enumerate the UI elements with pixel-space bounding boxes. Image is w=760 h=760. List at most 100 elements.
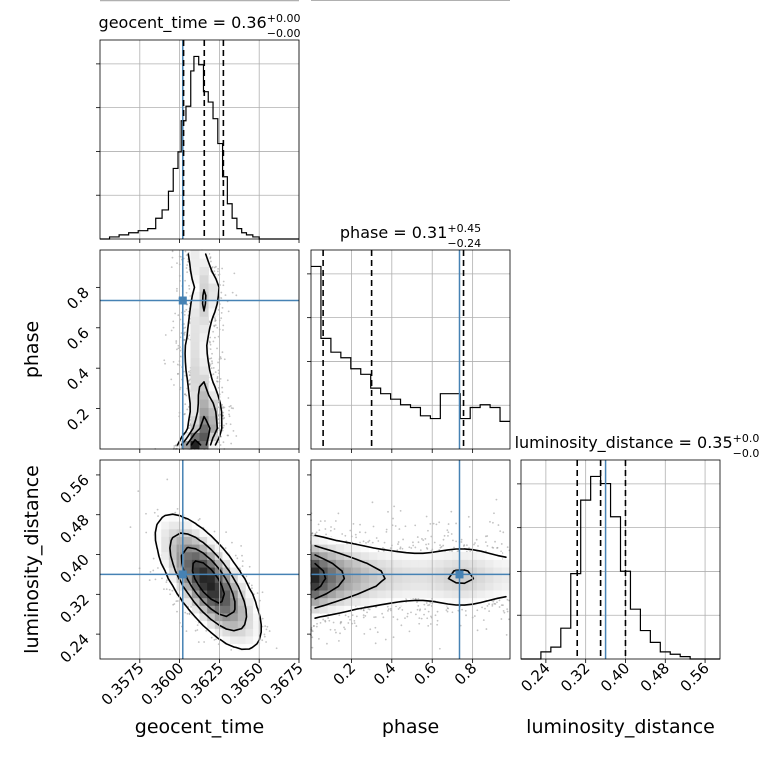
density-panel-phase-vs-luminosity_distance-sample-point — [316, 622, 318, 625]
density-panel-geocent_time-vs-luminosity_distance-sample-point — [215, 638, 217, 641]
density-panel-phase-vs-luminosity_distance-sample-point — [468, 525, 471, 528]
density-panel-phase-vs-luminosity_distance-sample-point — [375, 537, 378, 539]
density-panel-geocent_time-vs-luminosity_distance-sample-point — [261, 617, 264, 620]
density-panel-geocent_time-vs-phase-density-cell — [199, 366, 209, 375]
ytick-label-luminosity_distance: 0.32 — [56, 590, 92, 626]
density-panel-geocent_time-vs-luminosity_distance-sample-point — [234, 554, 237, 557]
density-panel-phase-vs-luminosity_distance-density-cell — [360, 551, 370, 560]
density-panel-geocent_time-vs-luminosity_distance-sample-point — [256, 592, 259, 594]
density-panel-geocent_time-vs-phase-sample-point — [214, 318, 216, 320]
density-panel-phase-vs-luminosity_distance-sample-point — [494, 540, 496, 543]
density-panel-geocent_time-vs-phase-sample-point — [227, 397, 230, 399]
density-panel-geocent_time-vs-phase-density-cell — [199, 332, 209, 342]
density-panel-geocent_time-vs-phase-sample-point — [221, 429, 224, 432]
density-panel-phase-vs-luminosity_distance-sample-point — [359, 523, 361, 526]
density-panel-geocent_time-vs-luminosity_distance-sample-point — [239, 567, 241, 570]
density-panel-geocent_time-vs-phase-sample-point — [188, 383, 191, 386]
density-panel-geocent_time-vs-phase-sample-point — [184, 403, 187, 406]
density-panel-phase-vs-luminosity_distance-sample-point — [497, 524, 500, 526]
density-panel-phase-vs-luminosity_distance-density-cell — [435, 574, 445, 583]
density-panel-geocent_time-vs-phase-sample-point — [185, 394, 188, 397]
density-panel-phase-vs-luminosity_distance-density-cell — [460, 590, 469, 599]
density-panel-geocent_time-vs-phase-sample-point — [225, 422, 228, 425]
density-panel-phase-vs-luminosity_distance-sample-point — [460, 541, 463, 543]
density-panel-phase-vs-luminosity_distance-sample-point — [502, 610, 505, 612]
density-panel-geocent_time-vs-phase-sample-point — [211, 360, 213, 363]
density-panel-phase-vs-luminosity_distance-sample-point — [330, 526, 332, 528]
density-panel-phase-vs-luminosity_distance-sample-point — [420, 617, 423, 620]
density-panel-geocent_time-vs-luminosity_distance-sample-point — [241, 560, 244, 563]
xtick-label-phase: 0.2 — [330, 659, 360, 689]
density-panel-geocent_time-vs-luminosity_distance-sample-point — [240, 545, 243, 547]
density-panel-geocent_time-vs-luminosity_distance-sample-point — [188, 612, 191, 615]
density-panel-phase-vs-luminosity_distance-sample-point — [315, 531, 318, 534]
density-panel-geocent_time-vs-phase-sample-point — [183, 333, 186, 336]
density-panel-phase-vs-luminosity_distance-sample-point — [319, 520, 322, 523]
density-panel-phase-vs-luminosity_distance-sample-point — [425, 543, 427, 546]
density-panel-geocent_time-vs-luminosity_distance-sample-point — [245, 575, 248, 578]
density-panel-geocent_time-vs-phase-density-cell — [190, 274, 200, 284]
density-panel-phase-vs-luminosity_distance-sample-point — [355, 536, 357, 539]
density-panel-phase-vs-luminosity_distance-sample-point — [450, 533, 453, 535]
density-panel-geocent_time-vs-luminosity_distance-sample-point — [265, 641, 267, 643]
density-panel-geocent_time-vs-phase-sample-point — [219, 444, 222, 446]
density-panel-phase-vs-luminosity_distance-sample-point — [506, 608, 509, 611]
density-panel-geocent_time-vs-luminosity_distance-sample-point — [169, 593, 172, 596]
density-panel-geocent_time-vs-luminosity_distance-sample-point — [197, 519, 200, 522]
density-panel-geocent_time-vs-phase-sample-point — [228, 409, 230, 412]
density-panel-phase-vs-luminosity_distance-sample-point — [385, 528, 388, 531]
density-panel-phase-vs-luminosity_distance-density-cell — [327, 605, 337, 614]
xtick-label-geocent_time: 0.3575 — [98, 659, 148, 709]
density-panel-phase-vs-luminosity_distance-sample-point — [371, 501, 374, 504]
density-panel-geocent_time-vs-phase-sample-point — [216, 270, 219, 273]
density-panel-phase-vs-luminosity_distance-density-cell — [410, 574, 420, 583]
density-panel-phase-vs-luminosity_distance-sample-point — [373, 616, 376, 619]
density-panel-phase-vs-luminosity_distance-sample-point — [362, 540, 365, 543]
density-panel-geocent_time-vs-phase-sample-point — [172, 360, 175, 363]
density-panel-geocent_time-vs-luminosity_distance-density-cell — [245, 597, 254, 606]
density-panel-geocent_time-vs-phase-sample-point — [227, 434, 230, 437]
density-panel-geocent_time-vs-phase-density-cell — [199, 424, 209, 433]
density-panel-geocent_time-vs-phase-density-cell — [199, 349, 209, 359]
density-panel-geocent_time-vs-phase-density-cell — [208, 440, 218, 450]
density-panel-geocent_time-vs-phase-density-cell — [208, 274, 218, 284]
density-panel-phase-vs-luminosity_distance-sample-point — [364, 615, 367, 617]
density-panel-geocent_time-vs-luminosity_distance-sample-point — [203, 641, 206, 643]
density-panel-phase-vs-luminosity_distance-density-cell — [418, 590, 428, 599]
density-panel-phase-vs-luminosity_distance-sample-point — [414, 613, 417, 616]
ytick-label-phase: 0.4 — [63, 364, 93, 394]
density-panel-phase-vs-luminosity_distance-sample-point — [329, 628, 332, 631]
density-panel-phase-vs-luminosity_distance-sample-point — [392, 517, 394, 520]
density-panel-geocent_time-vs-phase-sample-point — [233, 272, 236, 275]
density-panel-geocent_time-vs-phase-density-cell — [199, 382, 209, 392]
density-panel-phase-vs-luminosity_distance-sample-point — [430, 615, 432, 618]
density-panel-phase-vs-luminosity_distance-sample-point — [426, 548, 429, 550]
density-panel-phase-vs-luminosity_distance-sample-point — [439, 546, 442, 549]
density-panel-phase-vs-luminosity_distance-sample-point — [463, 544, 466, 546]
xtick-label-geocent_time: 0.3650 — [217, 659, 267, 709]
density-panel-phase-vs-luminosity_distance-sample-point — [344, 628, 346, 631]
xtick-label-luminosity_distance: 0.40 — [597, 659, 633, 695]
density-panel-phase-vs-luminosity_distance-sample-point — [400, 624, 403, 627]
density-panel-geocent_time-vs-luminosity_distance-sample-point — [213, 530, 216, 533]
density-panel-geocent_time-vs-phase-sample-point — [212, 367, 215, 369]
density-panel-geocent_time-vs-phase-density-cell — [190, 424, 200, 433]
density-panel-geocent_time-vs-phase-sample-point — [221, 267, 224, 270]
density-panel-geocent_time-vs-phase-density-cell — [199, 291, 209, 301]
density-panel-geocent_time-vs-phase-sample-point — [216, 326, 219, 329]
density-panel-geocent_time-vs-phase-density-cell — [208, 291, 218, 301]
density-panel-phase-vs-luminosity_distance-sample-point — [418, 617, 421, 619]
density-panel-phase-vs-luminosity_distance-sample-point — [474, 542, 476, 544]
density-panel-geocent_time-vs-phase-sample-point — [183, 310, 186, 313]
density-panel-geocent_time-vs-phase-sample-point — [212, 330, 215, 333]
density-panel-phase-vs-luminosity_distance-sample-point — [396, 618, 399, 621]
density-panel-geocent_time-vs-phase-sample-point — [213, 270, 216, 273]
density-panel-geocent_time-vs-phase-density-cell — [190, 399, 200, 408]
density-panel-geocent_time-vs-luminosity_distance-sample-point — [250, 584, 253, 587]
density-panel-phase-vs-luminosity_distance-density-cell — [476, 590, 486, 599]
density-panel-phase-vs-luminosity_distance-sample-point — [412, 544, 415, 547]
density-panel-phase-vs-luminosity_distance-sample-point — [424, 538, 427, 540]
density-panel-phase-vs-luminosity_distance-sample-point — [417, 604, 420, 607]
density-panel-geocent_time-vs-phase-sample-point — [174, 312, 177, 315]
density-panel-geocent_time-vs-phase-sample-point — [171, 250, 174, 253]
